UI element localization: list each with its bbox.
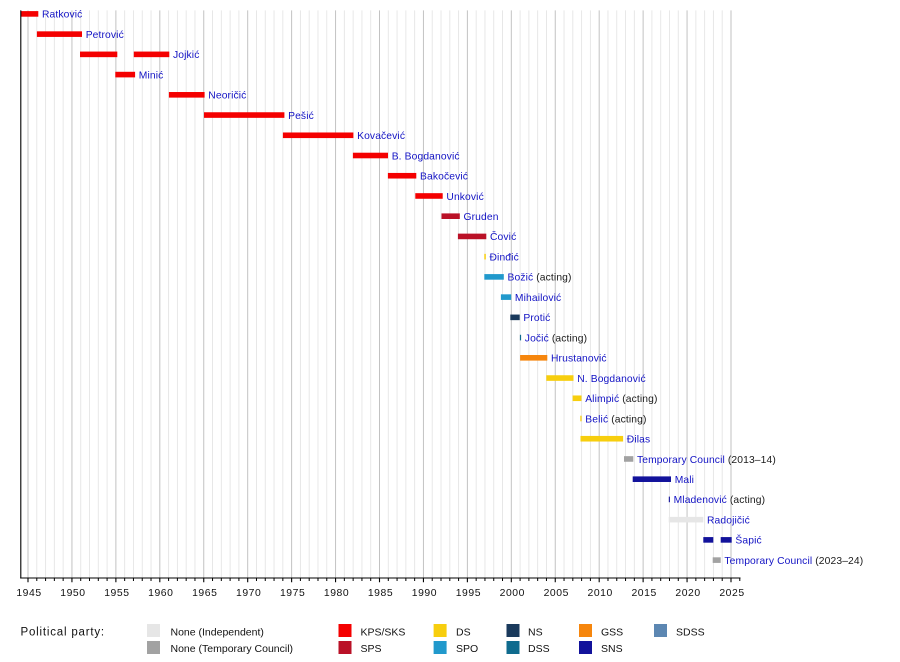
- svg-text:None (Independent): None (Independent): [171, 627, 264, 639]
- svg-text:SPO: SPO: [456, 643, 478, 655]
- svg-text:Temporary Council (2013–14): Temporary Council (2013–14): [637, 455, 776, 466]
- svg-text:1975: 1975: [280, 588, 305, 599]
- svg-text:2025: 2025: [719, 588, 744, 599]
- svg-text:Belić (acting): Belić (acting): [585, 414, 646, 425]
- svg-text:1985: 1985: [368, 588, 393, 599]
- svg-text:SNS: SNS: [601, 643, 623, 655]
- svg-text:Radojičić: Radojičić: [707, 515, 750, 526]
- svg-text:1965: 1965: [192, 588, 217, 599]
- svg-text:1990: 1990: [412, 588, 437, 599]
- svg-text:1960: 1960: [148, 588, 173, 599]
- svg-text:Bakočević: Bakočević: [420, 172, 468, 183]
- svg-text:2020: 2020: [675, 588, 700, 599]
- svg-text:None (Temporary Council): None (Temporary Council): [171, 643, 294, 655]
- svg-text:2000: 2000: [500, 588, 525, 599]
- svg-text:Temporary Council (2023–24): Temporary Council (2023–24): [724, 556, 863, 567]
- svg-text:KPS/SKS: KPS/SKS: [361, 627, 406, 639]
- svg-text:Mladenović (acting): Mladenović (acting): [674, 495, 766, 506]
- svg-text:Minić: Minić: [139, 70, 164, 81]
- svg-text:Jojkić: Jojkić: [173, 50, 199, 61]
- svg-text:DS: DS: [456, 627, 471, 639]
- svg-text:2010: 2010: [588, 588, 613, 599]
- svg-text:Political party:: Political party:: [21, 627, 105, 639]
- svg-text:Čović: Čović: [490, 230, 516, 243]
- svg-text:Mihailović: Mihailović: [515, 293, 561, 304]
- svg-text:1980: 1980: [324, 588, 349, 599]
- svg-text:Alimpić (acting): Alimpić (acting): [585, 394, 657, 405]
- svg-text:Gruden: Gruden: [464, 212, 499, 223]
- svg-text:DSS: DSS: [528, 643, 550, 655]
- svg-text:N. Bogdanović: N. Bogdanović: [577, 374, 646, 385]
- svg-text:Ratković: Ratković: [42, 10, 82, 21]
- svg-text:Kovačević: Kovačević: [357, 131, 405, 142]
- svg-text:Petrović: Petrović: [86, 30, 124, 41]
- svg-text:Neoričić: Neoričić: [208, 91, 246, 102]
- svg-text:SDSS: SDSS: [676, 627, 705, 639]
- svg-text:Jočić (acting): Jočić (acting): [525, 333, 587, 344]
- svg-text:Unković: Unković: [446, 192, 483, 203]
- svg-text:Pešić: Pešić: [288, 111, 314, 122]
- svg-text:Đinđić: Đinđić: [490, 252, 519, 263]
- svg-text:2005: 2005: [544, 588, 569, 599]
- svg-text:1970: 1970: [236, 588, 261, 599]
- svg-text:1945: 1945: [16, 588, 41, 599]
- svg-text:GSS: GSS: [601, 627, 623, 639]
- svg-text:2015: 2015: [631, 588, 656, 599]
- svg-text:B. Bogdanović: B. Bogdanović: [392, 151, 460, 162]
- svg-text:1950: 1950: [60, 588, 85, 599]
- svg-text:SPS: SPS: [361, 643, 382, 655]
- svg-text:1955: 1955: [104, 588, 129, 599]
- svg-text:Šapić: Šapić: [735, 534, 761, 547]
- svg-text:Božić (acting): Božić (acting): [508, 273, 572, 284]
- svg-text:NS: NS: [528, 627, 543, 639]
- svg-text:Protić: Protić: [523, 313, 550, 324]
- svg-text:Mali: Mali: [675, 475, 694, 486]
- svg-text:Hrustanović: Hrustanović: [551, 354, 607, 365]
- svg-text:Đilas: Đilas: [627, 435, 651, 446]
- svg-text:1995: 1995: [456, 588, 481, 599]
